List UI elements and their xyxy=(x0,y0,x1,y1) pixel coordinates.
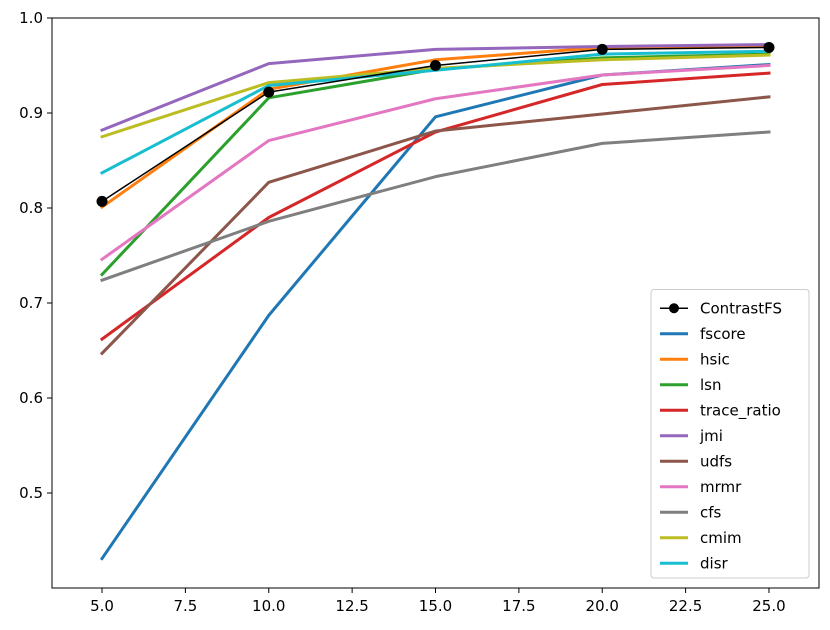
x-tick-label: 17.5 xyxy=(502,597,535,615)
data-point-contrastfs xyxy=(263,86,275,98)
legend-label: lsn xyxy=(700,376,722,394)
legend-item: udfs xyxy=(660,452,732,470)
series-line-jmi xyxy=(100,43,771,133)
legend-label: cfs xyxy=(700,503,722,521)
legend-item: mrmr xyxy=(660,478,742,496)
legend-label: hsic xyxy=(700,350,730,368)
x-tick-label: 5.0 xyxy=(90,597,114,615)
legend-label: disr xyxy=(700,554,729,572)
x-tick-label: 7.5 xyxy=(173,597,197,615)
axis-layer: 5.0 7.5 10.0 12.5 15.0 17.5 20.0 22.5 25.0 0.5 0.6… xyxy=(19,9,786,615)
y-tick-label: 0.6 xyxy=(19,389,43,407)
x-tick-label: 25.0 xyxy=(752,597,785,615)
series-jmi xyxy=(100,43,771,133)
y-tick-label: 0.8 xyxy=(19,199,43,217)
y-tick-label: 0.9 xyxy=(19,104,43,122)
series-mrmr xyxy=(99,63,771,262)
x-tick-label: 22.5 xyxy=(669,597,702,615)
x-tick-label: 15.0 xyxy=(419,597,452,615)
data-point-contrastfs xyxy=(430,60,441,71)
legend-item: jmi xyxy=(660,427,723,445)
legend-label: jmi xyxy=(699,427,723,445)
y-tick-label: 0.5 xyxy=(19,484,43,502)
data-point-contrastfs xyxy=(763,41,775,53)
legend-item: ContrastFS xyxy=(660,299,782,317)
legend-item: hsic xyxy=(660,350,730,368)
legend-label: ContrastFS xyxy=(700,299,782,317)
y-tick-label: 0.7 xyxy=(19,294,43,312)
legend-marker xyxy=(669,303,679,314)
series-contrastfs xyxy=(96,41,775,207)
legend-item: cmim xyxy=(660,529,742,547)
legend-item: trace_ratio xyxy=(660,401,781,420)
legend-item: lsn xyxy=(660,376,722,394)
x-tick-label: 12.5 xyxy=(335,597,368,615)
data-point-contrastfs xyxy=(96,195,108,207)
legend-label: fscore xyxy=(700,325,746,343)
legend-box xyxy=(650,289,810,579)
legend-label: trace_ratio xyxy=(700,401,781,420)
series-line-mrmr xyxy=(99,63,771,262)
series-layer xyxy=(96,41,775,561)
series-cfs xyxy=(100,130,771,283)
legend-label: cmim xyxy=(700,529,742,547)
legend-item: fscore xyxy=(660,325,746,343)
data-point-contrastfs xyxy=(596,43,608,55)
x-tick-label: 10.0 xyxy=(252,597,285,615)
series-line-cfs xyxy=(100,130,771,283)
legend-item: disr xyxy=(660,554,729,572)
legend-item: cfs xyxy=(660,503,722,521)
legend-label: udfs xyxy=(700,452,732,470)
y-tick-label: 1.0 xyxy=(19,9,43,27)
x-tick-label: 20.0 xyxy=(586,597,619,615)
legend-label: mrmr xyxy=(700,478,742,496)
